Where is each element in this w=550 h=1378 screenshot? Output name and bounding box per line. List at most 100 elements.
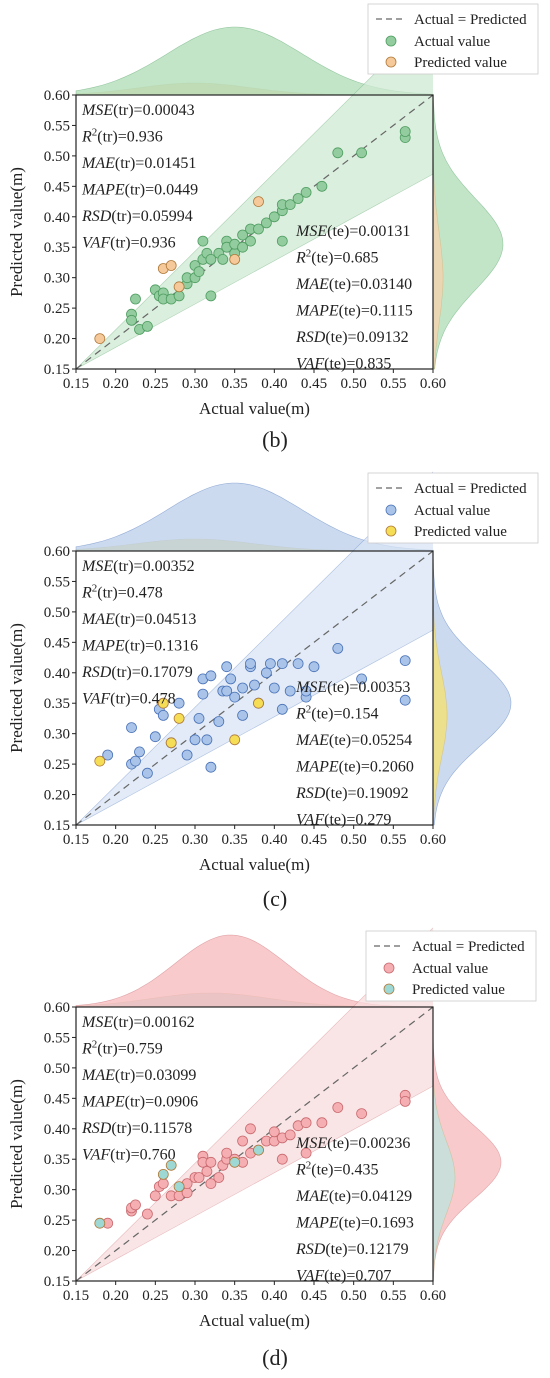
actual-point	[249, 679, 260, 691]
band-edge-upper	[75, 15, 434, 370]
metric-te-r: R2(te)=0.685	[295, 248, 379, 267]
actual-point	[399, 1096, 411, 1107]
y-tick-label: 0.45	[44, 635, 70, 651]
x-tick-label: 0.35	[222, 376, 248, 392]
predicted-point	[165, 260, 177, 271]
y-tick-label: 0.15	[44, 818, 70, 834]
actual-point	[205, 1156, 217, 1168]
predicted-point	[173, 1181, 185, 1192]
y-tick-label: 0.35	[44, 1152, 70, 1168]
actual-point	[292, 658, 304, 669]
metric-te-rsd: RSD(te)=0.19092	[295, 785, 409, 802]
actual-point	[205, 290, 217, 302]
actual-point	[300, 1117, 312, 1129]
panel-label: (d)	[262, 1345, 288, 1370]
x-tick-label: 0.45	[301, 376, 327, 392]
actual-point	[102, 749, 114, 761]
actual-point	[197, 688, 209, 700]
x-tick-label: 0.40	[261, 1288, 287, 1304]
actual-point	[260, 667, 272, 679]
metric-tr-rsd: RSD(tr)=0.11578	[81, 1120, 192, 1137]
panel-0: 0.150.15 0.20 0.20 0.25 0.25 0.30 0.30 0.35 0.35…	[7, 3, 539, 452]
predicted-point	[229, 1156, 241, 1168]
actual-point	[284, 199, 296, 211]
actual-point	[332, 1102, 344, 1113]
legend: Actual = Predicted Actual value Predicted …	[367, 3, 539, 75]
legend-predicted-marker	[385, 525, 397, 537]
legend-predicted-marker	[383, 983, 395, 995]
metric-tr-mae: MAE(tr)=0.04513	[81, 611, 196, 628]
actual-point	[356, 673, 368, 685]
actual-point	[181, 749, 193, 761]
x-axis-label: Actual value(m)	[199, 399, 310, 418]
actual-point	[268, 1126, 280, 1138]
actual-point	[193, 1172, 205, 1183]
band-edge-lower	[75, 173, 434, 370]
x-tick-label: 0.60	[420, 376, 446, 392]
identity-line	[75, 1006, 434, 1282]
x-axis-label: Actual value(m)	[199, 855, 310, 874]
actual-point	[356, 1108, 368, 1119]
legend-actual-marker	[383, 962, 395, 974]
metric-te-mae: MAE(te)=0.05254	[295, 732, 412, 749]
x-tick-label: 0.55	[380, 376, 406, 392]
legend-identity-label: Actual = Predicted	[414, 12, 527, 28]
metric-tr-mae: MAE(tr)=0.03099	[81, 1067, 196, 1084]
actual-point	[130, 1199, 141, 1211]
actual-point	[276, 658, 288, 669]
metric-te-rsd: RSD(te)=0.09132	[295, 329, 409, 346]
metric-tr-vaf: VAF(tr)=0.760	[82, 1147, 176, 1164]
metric-te-mae: MAE(te)=0.03140	[295, 276, 412, 293]
actual-point	[399, 655, 411, 666]
panel-label: (b)	[262, 427, 288, 452]
x-tick-label: 0.25	[142, 1288, 168, 1304]
predicted-point	[229, 253, 241, 265]
x-tick-label: 0.50	[341, 376, 367, 392]
metric-tr-r: R2(tr)=0.759	[81, 1039, 163, 1058]
metric-tr-mae: MAE(tr)=0.01451	[81, 155, 196, 172]
actual-point	[141, 1208, 153, 1220]
x-tick-label: 0.15	[63, 1288, 89, 1304]
metric-tr-mse: MSE(tr)=0.00043	[81, 102, 195, 119]
legend-actual-marker	[385, 504, 397, 516]
legend-actual-label: Actual value	[414, 503, 491, 519]
predicted-point	[94, 1217, 106, 1229]
x-tick-label: 0.60	[420, 1288, 446, 1304]
x-tick-label: 0.30	[182, 832, 208, 848]
metric-tr-mape: MAPE(tr)=0.0449	[81, 182, 198, 199]
x-tick-label: 0.15	[63, 832, 89, 848]
predicted-point	[173, 281, 185, 293]
panel-label: (c)	[263, 886, 287, 911]
metric-te-mape: MAPE(te)=0.1115	[295, 303, 413, 320]
metric-tr-r: R2(tr)=0.478	[81, 583, 163, 602]
band-edge-lower	[75, 629, 434, 826]
actual-point	[245, 1123, 256, 1135]
plot-frame	[75, 94, 434, 370]
x-tick-label: 0.25	[142, 376, 168, 392]
x-tick-label: 0.25	[142, 832, 168, 848]
y-axis-label: Predicted value(m)	[7, 623, 26, 753]
actual-point	[173, 697, 185, 709]
y-tick-label: 0.30	[44, 1183, 70, 1199]
actual-point	[205, 670, 217, 682]
confidence-band	[76, 15, 433, 369]
side-density-1	[432, 550, 512, 826]
y-tick-label: 0.20	[44, 1244, 70, 1260]
y-tick-label: 0.55	[44, 1030, 70, 1046]
actual-point	[173, 290, 185, 302]
confidence-band	[76, 471, 433, 825]
x-tick-label: 0.35	[222, 832, 248, 848]
predicted-point	[157, 697, 169, 709]
panel-2: 0.150.15 0.20 0.20 0.25 0.25 0.30 0.30 0.35 0.35…	[7, 927, 537, 1370]
y-tick-label: 0.15	[44, 362, 70, 378]
predicted-point	[253, 196, 264, 208]
metric-te-r: R2(te)=0.435	[295, 1160, 379, 1179]
actual-point	[193, 266, 205, 278]
x-tick-label: 0.35	[222, 1288, 248, 1304]
metric-tr-r: R2(tr)=0.936	[81, 127, 163, 146]
actual-point	[237, 710, 249, 721]
y-axis-label: Predicted value(m)	[7, 1079, 26, 1209]
metric-te-vaf: VAF(te)=0.835	[296, 356, 391, 373]
actual-point	[264, 658, 276, 669]
actual-point	[245, 658, 256, 669]
